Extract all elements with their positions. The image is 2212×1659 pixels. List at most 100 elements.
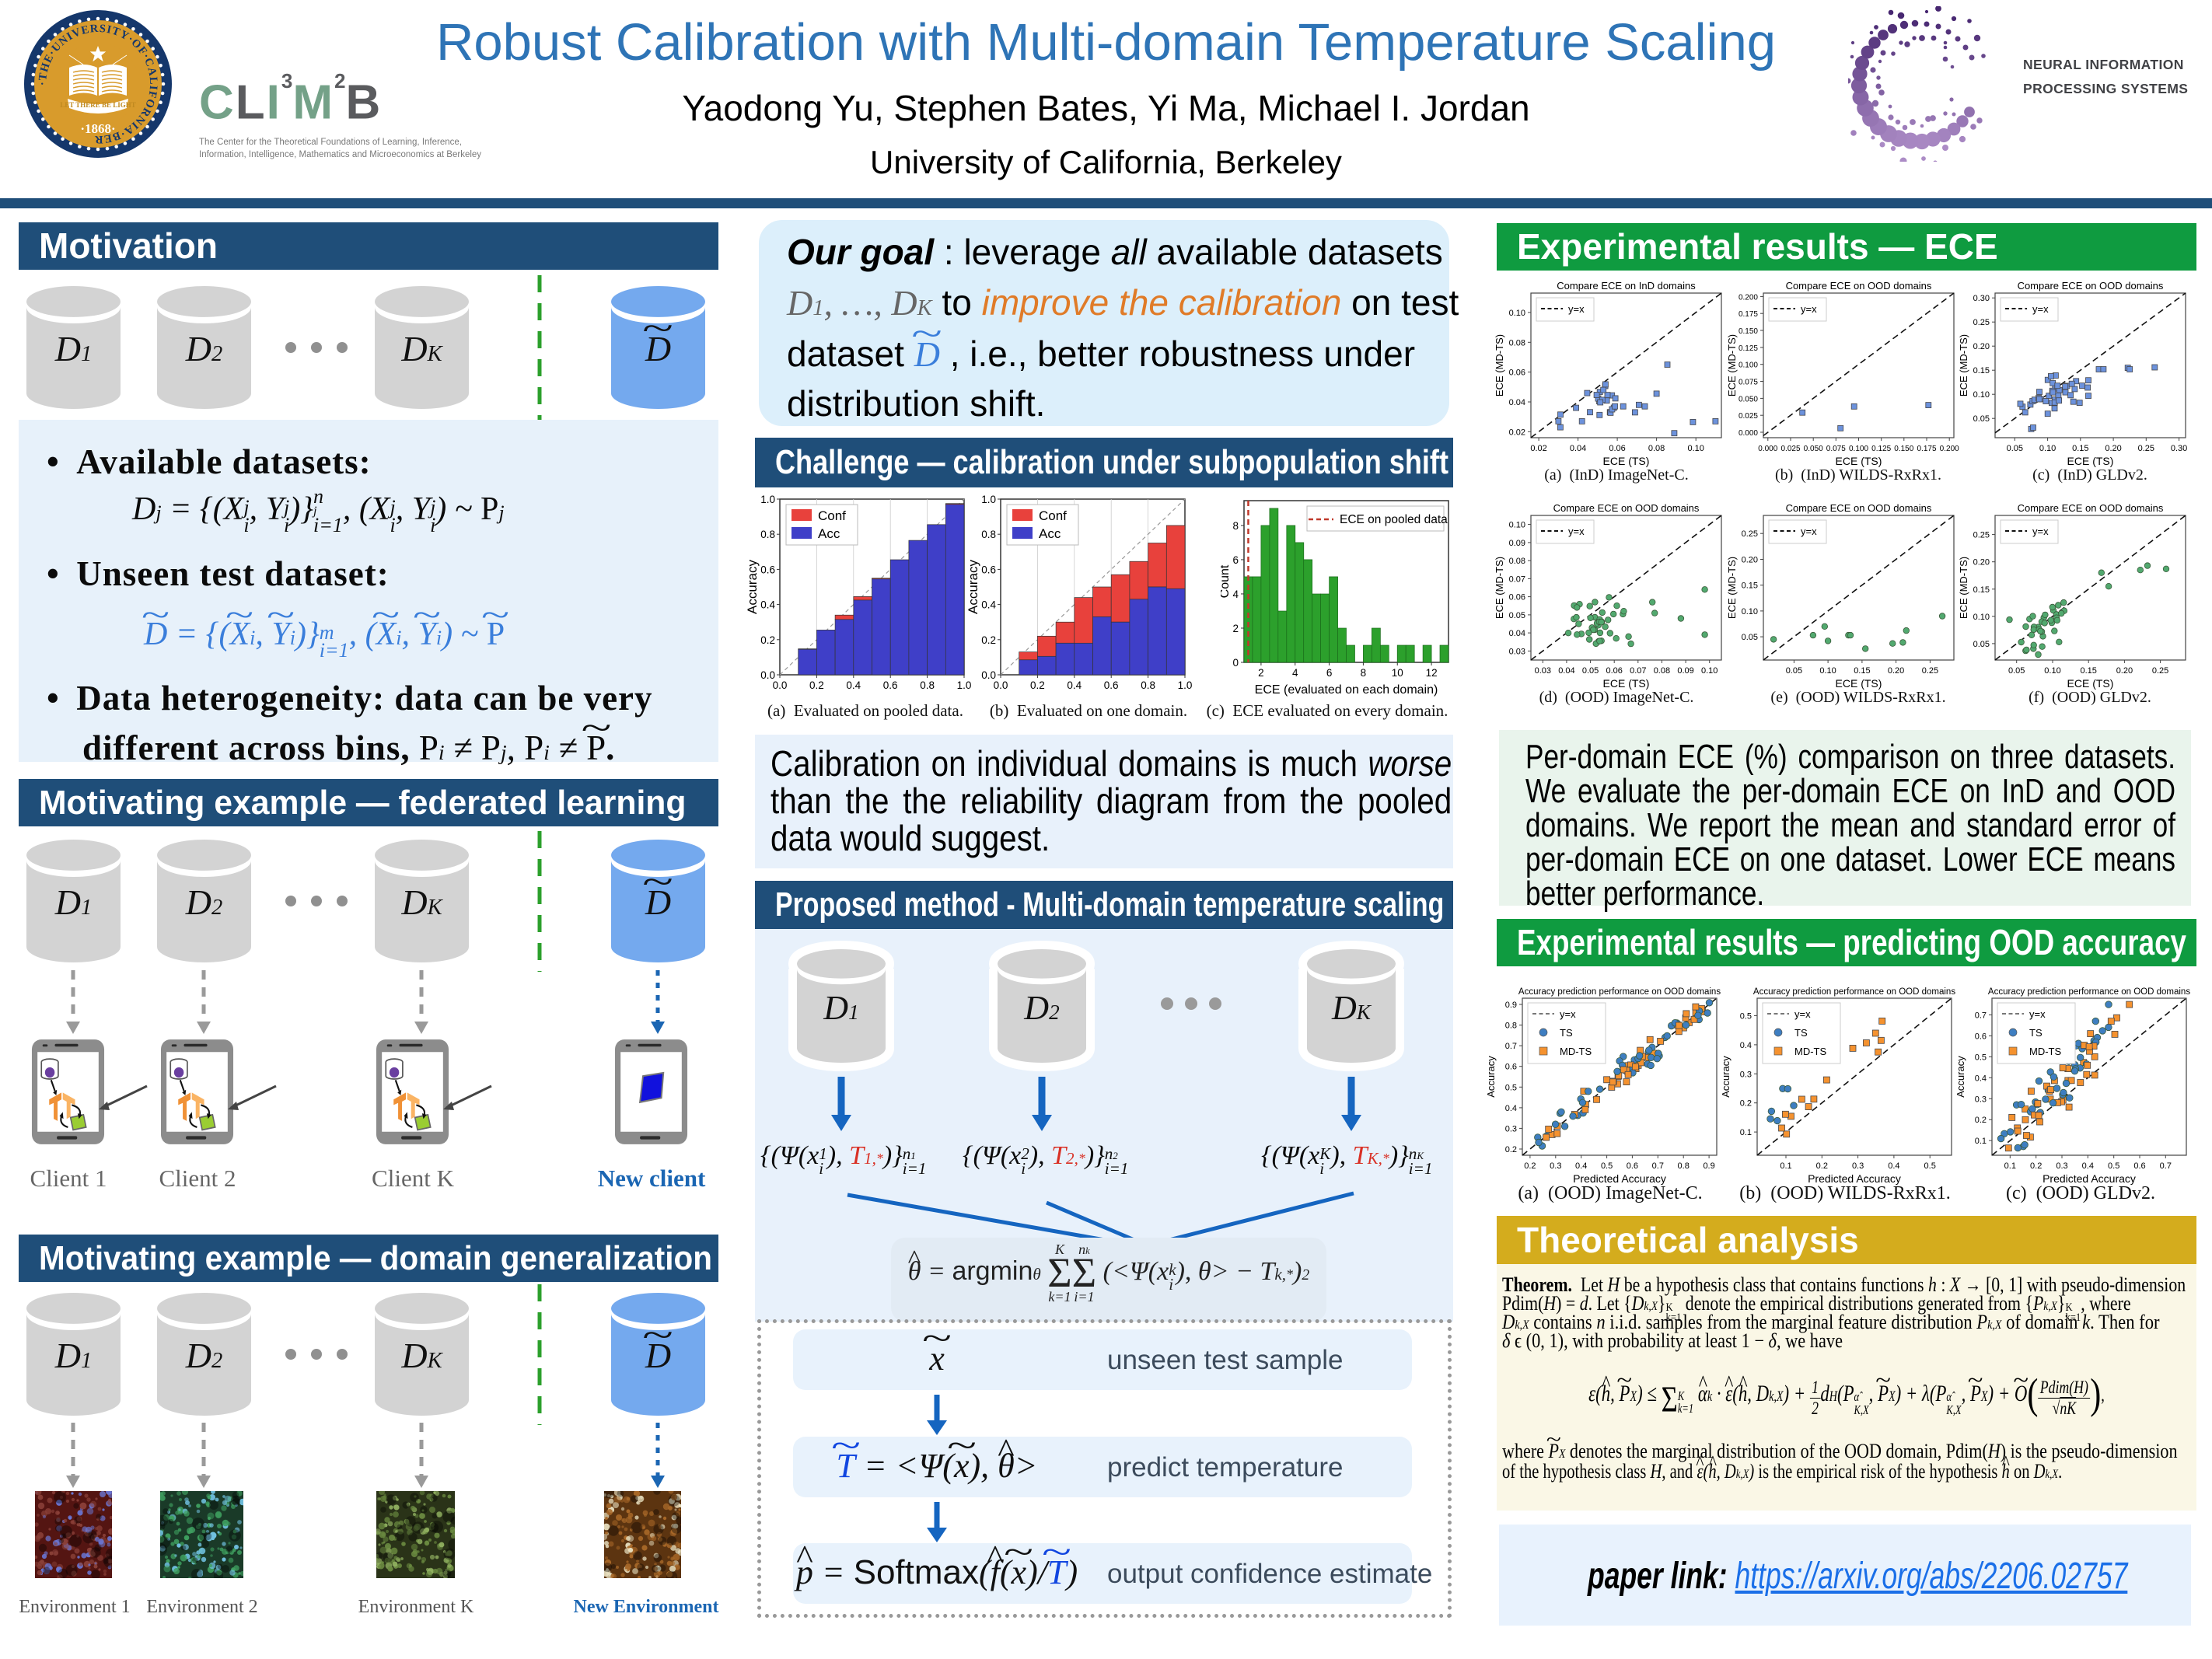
- svg-text:0.03: 0.03: [1509, 647, 1525, 656]
- svg-text:ECE (MD-TS): ECE (MD-TS): [1726, 557, 1738, 619]
- svg-text:·1868·: ·1868·: [80, 121, 115, 136]
- svg-text:0.0: 0.0: [773, 679, 788, 691]
- svg-text:0.4: 0.4: [1975, 1074, 1987, 1083]
- svg-text:0.7: 0.7: [1505, 1042, 1517, 1051]
- svg-text:Accuracy: Accuracy: [1485, 1056, 1497, 1098]
- svg-text:0.25: 0.25: [2138, 444, 2154, 453]
- svg-text:0.4: 0.4: [1740, 1041, 1752, 1050]
- svg-text:0.08: 0.08: [1509, 338, 1525, 348]
- svg-text:0.30: 0.30: [2171, 444, 2187, 453]
- svg-text:0.10: 0.10: [1973, 390, 1990, 400]
- svg-text:0.3: 0.3: [1505, 1124, 1517, 1133]
- svg-text:0.15: 0.15: [1973, 585, 1990, 595]
- svg-text:0.06: 0.06: [1609, 444, 1625, 453]
- svg-text:0.8: 0.8: [1678, 1161, 1690, 1171]
- svg-text:0.2: 0.2: [1975, 1116, 1987, 1125]
- svg-text:0.200: 0.200: [1738, 293, 1758, 302]
- svg-text:0.20: 0.20: [1973, 558, 1990, 568]
- svg-text:0.15: 0.15: [2080, 666, 2096, 676]
- svg-text:LET THERE BE LIGHT: LET THERE BE LIGHT: [60, 101, 135, 109]
- svg-text:0.02: 0.02: [1530, 444, 1546, 453]
- svg-text:0.4: 0.4: [981, 599, 996, 611]
- svg-text:0.20: 0.20: [1742, 556, 1758, 565]
- svg-text:Predicted Accuracy: Predicted Accuracy: [1573, 1172, 1666, 1185]
- svg-text:0.06: 0.06: [1509, 593, 1525, 602]
- svg-text:0.2: 0.2: [1524, 1161, 1536, 1171]
- svg-text:8: 8: [1232, 520, 1239, 532]
- svg-text:ECE (MD-TS): ECE (MD-TS): [1494, 557, 1505, 619]
- svg-text:0.150: 0.150: [1738, 327, 1758, 336]
- svg-text:y=x: y=x: [2029, 1008, 2046, 1020]
- svg-text:0.20: 0.20: [1973, 342, 1990, 351]
- svg-text:Compare ECE on OOD domains: Compare ECE on OOD domains: [1786, 280, 1932, 292]
- svg-text:Conf: Conf: [818, 508, 846, 523]
- svg-text:4: 4: [1232, 589, 1239, 600]
- svg-text:0.6: 0.6: [1104, 679, 1119, 691]
- svg-text:ECE (TS): ECE (TS): [2067, 455, 2114, 467]
- svg-text:0.2: 0.2: [981, 634, 996, 646]
- svg-text:MD-TS: MD-TS: [1794, 1046, 1826, 1057]
- svg-text:0.07: 0.07: [1630, 666, 1646, 676]
- svg-text:0.5: 0.5: [1924, 1161, 1936, 1171]
- svg-text:0.06: 0.06: [1509, 368, 1525, 378]
- svg-text:0.08: 0.08: [1648, 444, 1665, 453]
- svg-text:0.04: 0.04: [1509, 629, 1525, 638]
- svg-text:Conf: Conf: [1039, 508, 1067, 523]
- svg-text:Accuracy: Accuracy: [1720, 1056, 1732, 1098]
- svg-text:0.075: 0.075: [1826, 445, 1846, 453]
- svg-text:6: 6: [1326, 667, 1333, 679]
- svg-text:0.6: 0.6: [883, 679, 898, 691]
- svg-text:y=x: y=x: [1801, 526, 1817, 537]
- svg-text:0.2: 0.2: [760, 634, 775, 646]
- svg-text:0.20: 0.20: [1888, 666, 1904, 676]
- svg-text:4: 4: [1292, 667, 1298, 679]
- svg-text:TS: TS: [1560, 1027, 1573, 1039]
- svg-text:Compare ECE on OOD domains: Compare ECE on OOD domains: [1786, 502, 1932, 514]
- svg-text:ECE (evaluated on each domain): ECE (evaluated on each domain): [1255, 683, 1438, 697]
- svg-text:0.3: 0.3: [1550, 1161, 1561, 1171]
- svg-text:Compare ECE on OOD domains: Compare ECE on OOD domains: [2018, 280, 2164, 292]
- svg-text:0.08: 0.08: [1654, 666, 1670, 676]
- svg-text:0.10: 0.10: [1687, 444, 1704, 453]
- svg-text:y=x: y=x: [1794, 1008, 1811, 1020]
- svg-text:0.10: 0.10: [1701, 666, 1718, 676]
- svg-text:0.3: 0.3: [1740, 1070, 1752, 1079]
- svg-text:0.175: 0.175: [1917, 445, 1936, 453]
- svg-text:0.9: 0.9: [1703, 1161, 1714, 1171]
- svg-text:0.200: 0.200: [1940, 445, 1959, 453]
- svg-text:0.4: 0.4: [1067, 679, 1082, 691]
- svg-text:0.7: 0.7: [1975, 1011, 1987, 1021]
- svg-text:ECE (TS): ECE (TS): [1603, 677, 1650, 690]
- svg-text:0.1: 0.1: [1975, 1137, 1987, 1146]
- svg-text:0.5: 0.5: [1505, 1083, 1517, 1092]
- svg-text:0.150: 0.150: [1894, 445, 1913, 453]
- svg-text:0.050: 0.050: [1804, 445, 1823, 453]
- svg-text:0.6: 0.6: [1505, 1063, 1517, 1072]
- svg-text:0.7: 0.7: [1652, 1161, 1664, 1171]
- svg-text:0.1: 0.1: [2004, 1161, 2016, 1171]
- svg-text:0.05: 0.05: [2007, 444, 2023, 453]
- svg-text:ECE (MD-TS): ECE (MD-TS): [1726, 334, 1738, 396]
- svg-text:0.2: 0.2: [1740, 1099, 1752, 1109]
- svg-text:Accuracy: Accuracy: [1955, 1056, 1966, 1098]
- svg-text:0.5: 0.5: [1740, 1011, 1752, 1021]
- svg-text:6: 6: [1232, 554, 1239, 566]
- svg-text:0.025: 0.025: [1738, 412, 1758, 421]
- svg-text:0.1: 0.1: [1740, 1128, 1752, 1137]
- svg-text:ECE on pooled data: ECE on pooled data: [1340, 513, 1448, 526]
- svg-text:ECE (TS): ECE (TS): [1603, 455, 1650, 467]
- svg-text:ECE (TS): ECE (TS): [1836, 677, 1882, 690]
- svg-text:0.2: 0.2: [809, 679, 824, 691]
- svg-text:0.2: 0.2: [2030, 1161, 2042, 1171]
- svg-text:ECE (MD-TS): ECE (MD-TS): [1958, 334, 1969, 396]
- svg-text:Acc: Acc: [818, 526, 840, 541]
- svg-text:0.4: 0.4: [846, 679, 861, 691]
- svg-text:0.0: 0.0: [760, 669, 775, 681]
- svg-text:0.0: 0.0: [981, 669, 996, 681]
- svg-text:1.0: 1.0: [981, 494, 996, 505]
- svg-text:0.09: 0.09: [1509, 539, 1525, 548]
- svg-text:0.100: 0.100: [1738, 361, 1758, 370]
- svg-text:0.25: 0.25: [1922, 666, 1938, 676]
- svg-text:0.175: 0.175: [1738, 310, 1758, 319]
- svg-text:0.6: 0.6: [981, 564, 996, 575]
